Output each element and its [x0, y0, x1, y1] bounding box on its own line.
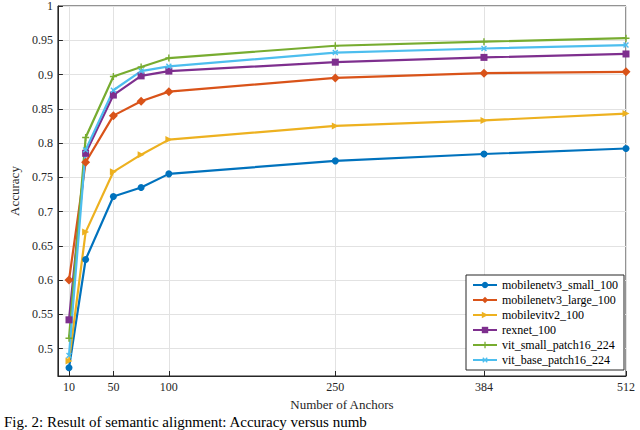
svg-text:Fig. 2: Result of semantic ali: Fig. 2: Result of semantic alignment: Ac…: [4, 414, 367, 430]
svg-text:vit_base_patch16_224: vit_base_patch16_224: [502, 353, 610, 367]
svg-text:100: 100: [160, 380, 178, 394]
svg-text:0.55: 0.55: [32, 307, 53, 321]
svg-text:vit_small_patch16_224: vit_small_patch16_224: [502, 338, 615, 352]
svg-text:0.6: 0.6: [38, 273, 53, 287]
svg-text:0.8: 0.8: [38, 136, 53, 150]
svg-text:250: 250: [326, 380, 344, 394]
svg-text:mobilevitv2_100: mobilevitv2_100: [502, 308, 584, 322]
svg-text:mobilenetv3_large_100: mobilenetv3_large_100: [502, 293, 616, 307]
svg-text:0.75: 0.75: [32, 170, 53, 184]
svg-text:384: 384: [475, 380, 493, 394]
svg-text:512: 512: [617, 380, 635, 394]
svg-text:rexnet_100: rexnet_100: [502, 323, 556, 337]
svg-text:1: 1: [47, 0, 53, 13]
svg-text:mobilenetv3_small_100: mobilenetv3_small_100: [502, 278, 618, 292]
svg-text:0.95: 0.95: [32, 33, 53, 47]
svg-text:50: 50: [107, 380, 119, 394]
svg-text:0.9: 0.9: [38, 68, 53, 82]
svg-text:Number of Anchors: Number of Anchors: [290, 397, 393, 412]
svg-text:0.7: 0.7: [38, 205, 53, 219]
svg-text:0.5: 0.5: [38, 342, 53, 356]
svg-text:Accuracy: Accuracy: [7, 166, 22, 216]
svg-text:0.65: 0.65: [32, 239, 53, 253]
svg-text:0.85: 0.85: [32, 102, 53, 116]
svg-text:10: 10: [63, 380, 75, 394]
